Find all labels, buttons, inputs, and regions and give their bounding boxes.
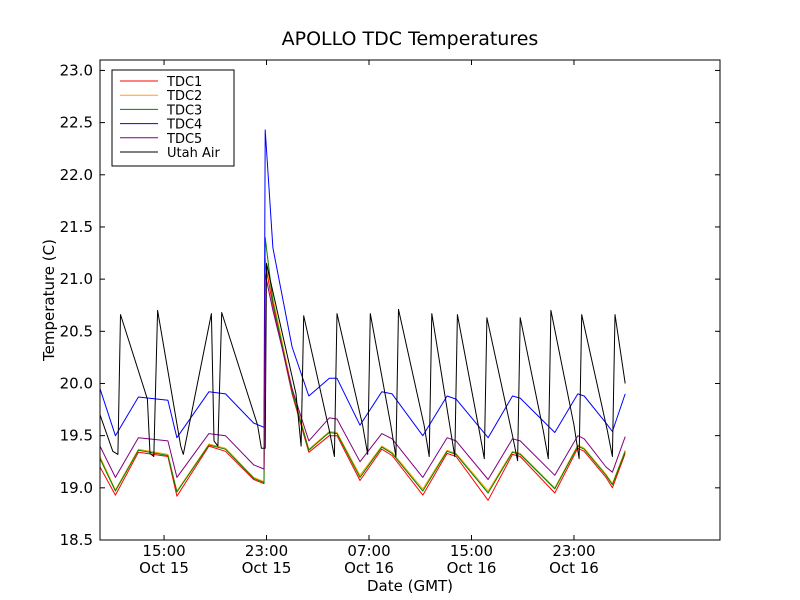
y-tick-label: 21.5 <box>60 218 93 236</box>
y-axis: 18.5 19.0 19.5 20.0 20.5 21.0 21.5 22.0 22.5 23.0 <box>60 61 720 549</box>
y-tick-label: 22.5 <box>60 114 93 132</box>
x-tick-label-time: 15:00 <box>142 542 185 560</box>
y-axis-label: Temperature (C) <box>40 239 58 362</box>
legend-entry: TDC4 <box>166 118 202 133</box>
x-tick-label-date: Oct 16 <box>549 559 599 577</box>
legend-entry: TDC2 <box>166 89 202 104</box>
y-tick-label: 20.0 <box>60 374 93 392</box>
legend-entry: Utah Air <box>167 146 220 161</box>
x-tick-label-date: Oct 16 <box>344 559 394 577</box>
series-line-tdc5 <box>100 273 626 480</box>
x-tick-label-time: 23:00 <box>552 542 595 560</box>
x-tick-label-date: Oct 15 <box>139 559 189 577</box>
legend-entry: TDC5 <box>166 132 202 147</box>
y-tick-label: 18.5 <box>60 531 93 549</box>
y-tick-label: 21.0 <box>60 270 93 288</box>
chart-title: APOLLO TDC Temperatures <box>282 28 539 50</box>
y-tick-label: 22.0 <box>60 166 93 184</box>
x-tick-label-time: 23:00 <box>245 542 288 560</box>
x-axis-label: Date (GMT) <box>367 577 453 595</box>
legend-frame <box>111 69 235 167</box>
x-tick-label-time: 07:00 <box>347 542 390 560</box>
plot-frame <box>99 59 721 541</box>
x-tick-label-date: Oct 16 <box>447 559 497 577</box>
y-tick-label: 20.5 <box>60 322 93 340</box>
x-tick-label-time: 15:00 <box>450 542 493 560</box>
x-tick-label-date: Oct 15 <box>242 559 292 577</box>
series-line-tdc3 <box>100 236 626 494</box>
y-tick-label: 19.5 <box>60 427 93 445</box>
legend-entry: TDC3 <box>166 103 202 118</box>
series-layer <box>100 129 626 501</box>
legend-entry: TDC1 <box>166 75 202 90</box>
y-tick-label: 23.0 <box>60 61 93 79</box>
series-line-tdc1 <box>100 263 626 501</box>
series-line-tdc2 <box>100 257 626 492</box>
series-line-utah-air <box>100 263 626 462</box>
y-tick-label: 19.0 <box>60 479 93 497</box>
series-line-tdc4 <box>100 129 626 439</box>
